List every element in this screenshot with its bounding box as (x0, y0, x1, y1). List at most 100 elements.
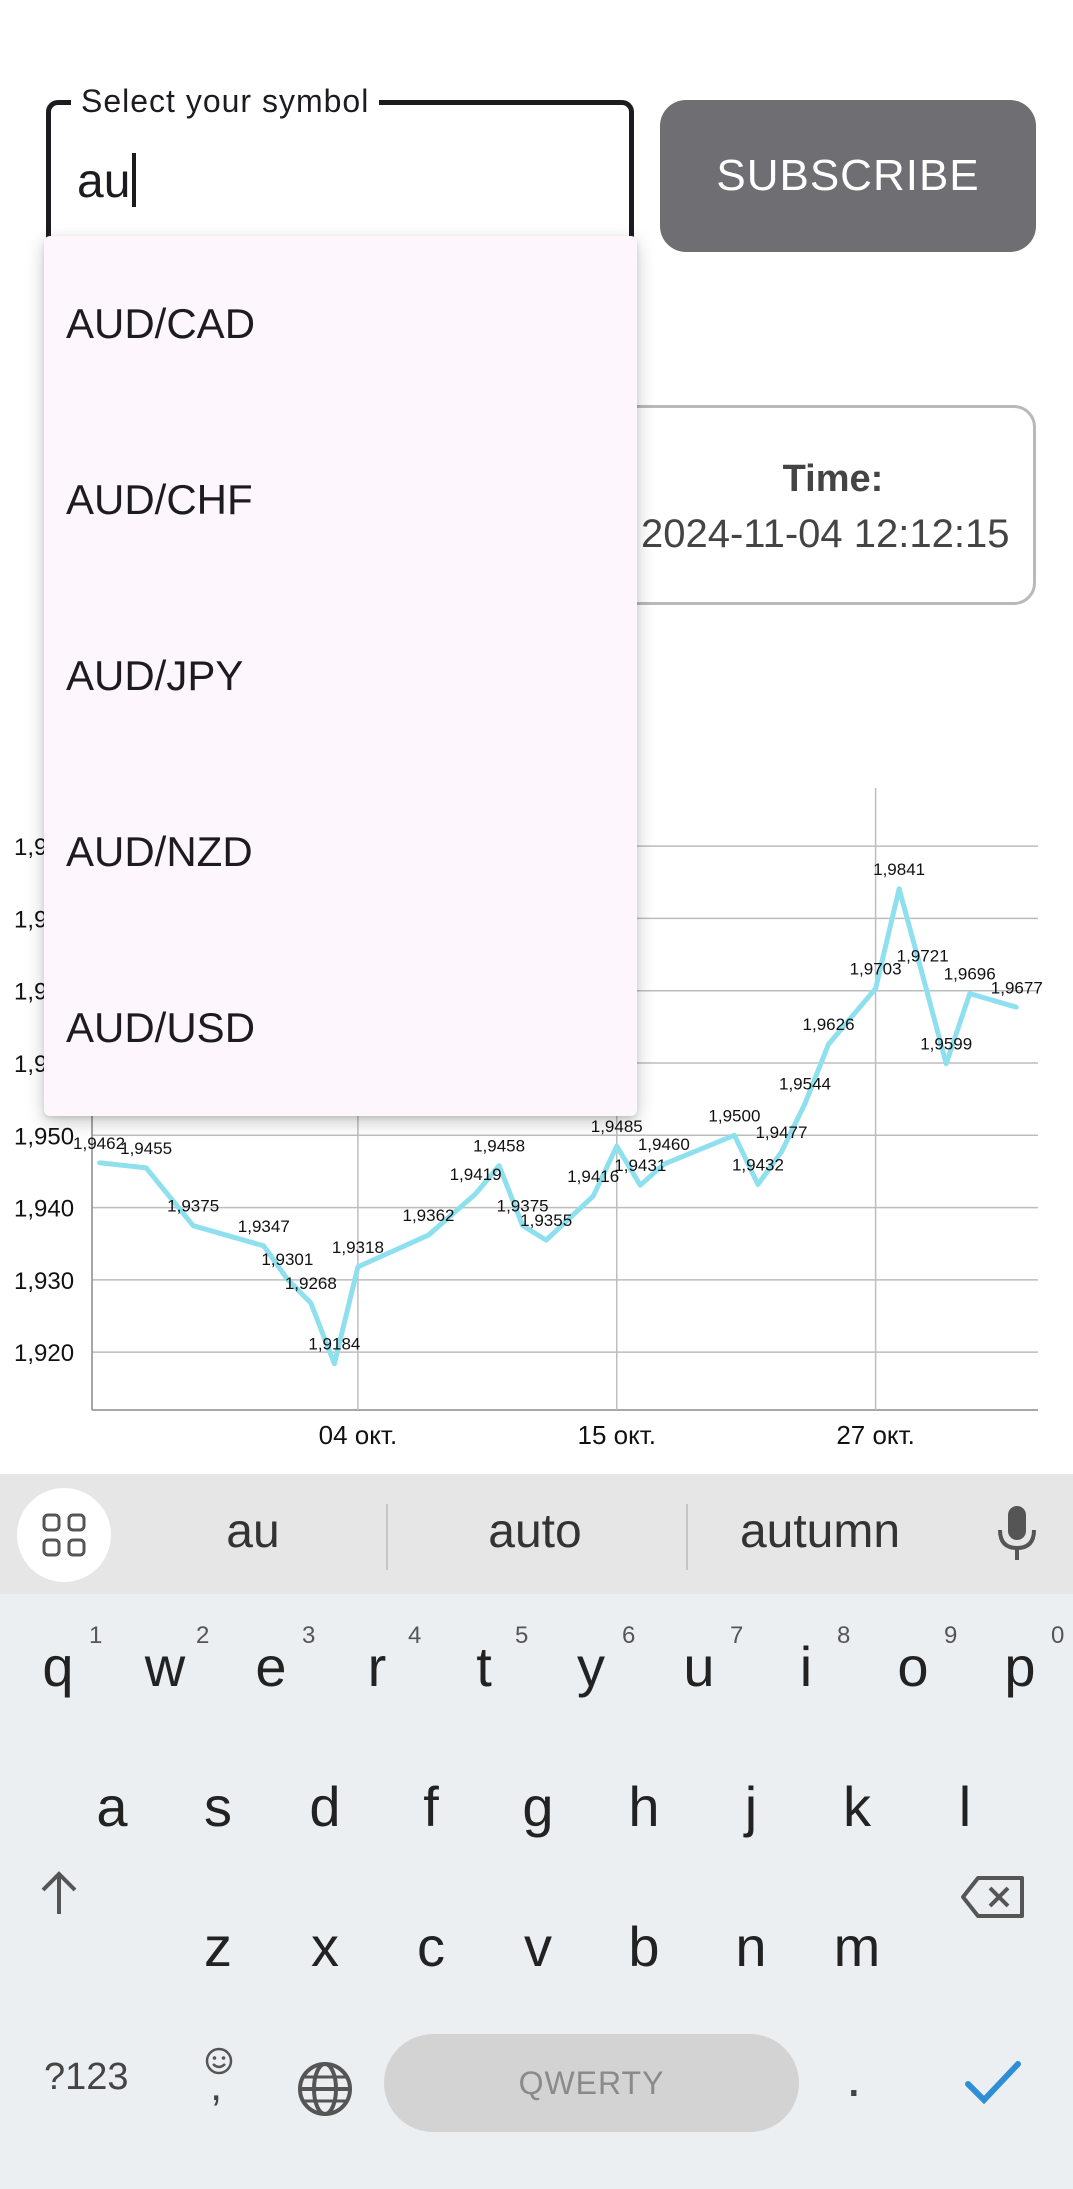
key-l[interactable]: l (958, 1775, 972, 1838)
subscribe-button[interactable]: SUBSCRIBE (660, 100, 1036, 252)
data-label: 1,9544 (779, 1074, 831, 1093)
series-line (98, 886, 1018, 1367)
data-point (614, 1144, 619, 1149)
data-point (308, 1301, 313, 1306)
key-n[interactable]: n (735, 1915, 767, 1978)
key-hint-u: 7 (730, 1622, 744, 1649)
key-a[interactable]: a (96, 1775, 128, 1838)
data-point (285, 1277, 290, 1282)
dropdown-option[interactable]: AUD/CHF (66, 476, 253, 523)
key-b[interactable]: b (628, 1915, 660, 1978)
key-c[interactable]: c (417, 1915, 445, 1978)
data-label: 1,9599 (920, 1035, 972, 1054)
suggestion-autumn[interactable]: autumn (739, 1505, 901, 1558)
data-point (944, 1061, 949, 1066)
key-g[interactable]: g (522, 1775, 554, 1838)
key-o[interactable]: o (897, 1635, 929, 1698)
key-hint-e: 3 (302, 1622, 316, 1649)
data-point (144, 1165, 149, 1170)
symbol-input-value[interactable]: au (77, 153, 137, 209)
y-tick-label: 1,930 (14, 1268, 74, 1295)
shift-icon[interactable] (34, 1868, 84, 1923)
dropdown-option[interactable]: AUD/NZD (66, 828, 253, 875)
data-label: 1,9347 (238, 1217, 290, 1236)
key-hint-y: 6 (622, 1622, 636, 1649)
key-f[interactable]: f (423, 1775, 439, 1838)
key-k[interactable]: k (843, 1775, 871, 1838)
data-label: 1,9458 (473, 1137, 525, 1156)
data-point (755, 1182, 760, 1187)
data-label: 1,9375 (167, 1197, 219, 1216)
key-hint-p: 0 (1051, 1622, 1065, 1649)
data-label: 1,9477 (755, 1123, 807, 1142)
data-label: 1,9841 (873, 860, 925, 879)
period-key[interactable]: . (846, 2045, 862, 2108)
microphone-icon[interactable] (992, 1502, 1042, 1571)
x-tick-label: 15 окт. (577, 1420, 656, 1450)
x-tick-label: 27 окт. (836, 1420, 915, 1450)
dropdown-option[interactable]: AUD/CAD (66, 300, 256, 347)
key-d[interactable]: d (309, 1775, 341, 1838)
data-point (779, 1149, 784, 1154)
key-q[interactable]: q (42, 1635, 74, 1698)
data-point (661, 1162, 666, 1167)
key-t[interactable]: t (476, 1635, 492, 1698)
key-w[interactable]: w (144, 1635, 186, 1698)
time-title: Time: (782, 458, 884, 500)
key-h[interactable]: h (628, 1775, 660, 1838)
data-point (332, 1361, 337, 1366)
key-r[interactable]: r (367, 1635, 387, 1698)
data-label: 1,9696 (944, 965, 996, 984)
data-label: 1,9677 (991, 978, 1043, 997)
key-hint-q: 1 (89, 1622, 103, 1649)
key-u[interactable]: u (683, 1635, 715, 1698)
key-s[interactable]: s (204, 1775, 232, 1838)
data-point (873, 986, 878, 991)
comma-label: , (210, 2061, 223, 2110)
key-x[interactable]: x (311, 1915, 339, 1978)
dropdown-option[interactable]: AUD/USD (66, 1004, 256, 1051)
data-label: 1,9703 (850, 960, 902, 979)
data-point (97, 1160, 102, 1165)
key-e[interactable]: e (255, 1635, 287, 1698)
data-point (732, 1133, 737, 1138)
suggestion-auto[interactable]: auto (488, 1505, 582, 1558)
key-j[interactable]: j (744, 1775, 758, 1838)
data-point (1014, 1005, 1019, 1010)
space-bar[interactable]: QWERTY (384, 2034, 799, 2132)
key-z[interactable]: z (204, 1915, 232, 1978)
data-label: 1,9721 (897, 947, 949, 966)
key-hint-t: 5 (515, 1622, 529, 1649)
data-point (473, 1191, 478, 1196)
data-label: 1,9431 (614, 1156, 666, 1175)
enter-check-icon[interactable] (964, 2058, 1022, 2113)
globe-icon[interactable] (296, 2060, 354, 2123)
time-value: 2024-11-04 12:12:15 (641, 512, 1010, 556)
dropdown-option[interactable]: AUD/JPY (66, 652, 244, 699)
symbol-input[interactable]: Select your symbol au (46, 83, 634, 256)
key-p[interactable]: p (1004, 1635, 1036, 1698)
suggestion-au[interactable]: au (226, 1505, 280, 1558)
suggestion-divider (686, 1504, 688, 1570)
key-i[interactable]: i (799, 1635, 813, 1698)
data-point (638, 1183, 643, 1188)
data-label: 1,9184 (308, 1335, 360, 1354)
symbols-key[interactable]: ?123 (44, 2056, 129, 2098)
time-card: Time: 2024-11-04 12:12:15 (600, 405, 1036, 605)
suggestion-divider (386, 1504, 388, 1570)
key-m[interactable]: m (833, 1915, 881, 1978)
emoji-comma-key[interactable]: , (204, 2046, 234, 2111)
data-point (826, 1042, 831, 1047)
key-y[interactable]: y (577, 1635, 605, 1698)
data-point (426, 1233, 431, 1238)
key-v[interactable]: v (524, 1915, 552, 1978)
data-label: 1,9355 (520, 1211, 572, 1230)
data-label: 1,9318 (332, 1238, 384, 1257)
text-cursor (132, 153, 137, 207)
keyboard-apps-icon[interactable] (17, 1488, 111, 1582)
key-hint-r: 4 (408, 1622, 422, 1649)
backspace-icon[interactable] (960, 1874, 1026, 1925)
y-tick-label: 1,920 (14, 1340, 74, 1367)
data-point (261, 1243, 266, 1248)
